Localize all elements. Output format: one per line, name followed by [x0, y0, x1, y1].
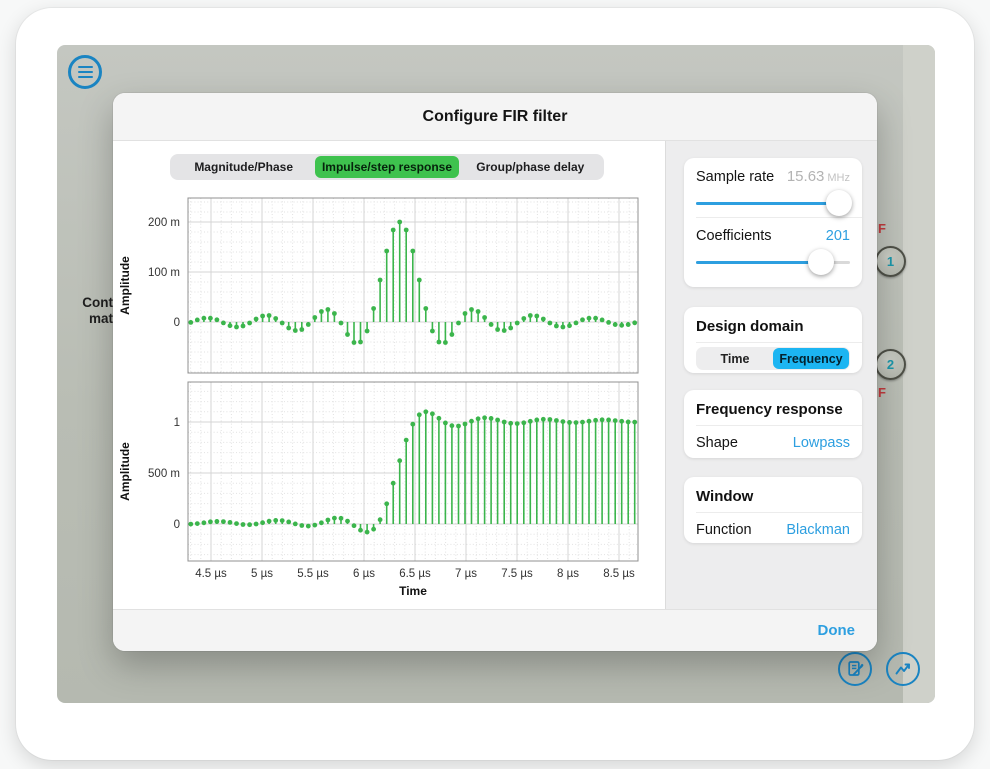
filter-settings-sidebar: Sample rate 15.63 MHz Coefficients	[665, 141, 877, 609]
tab-group-phase-delay[interactable]: Group/phase delay	[459, 156, 602, 178]
dialog-body: Magnitude/Phase Impulse/step response Gr…	[113, 141, 877, 609]
svg-text:Amplitude: Amplitude	[118, 442, 132, 501]
coefficients-slider[interactable]	[696, 248, 850, 276]
svg-text:6 µs: 6 µs	[353, 568, 375, 580]
dialog-footer: Done	[113, 609, 877, 651]
window-title: Window	[696, 488, 754, 505]
frequency-response-card: Frequency response Shape Lowpass	[684, 390, 862, 458]
device-edge-strip	[903, 45, 935, 703]
clipped-background-text: Cont mat	[57, 295, 113, 327]
frequency-response-title: Frequency response	[696, 401, 843, 418]
svg-text:5.5 µs: 5.5 µs	[297, 568, 329, 580]
connector-f-label-bottom: F	[878, 385, 886, 400]
svg-text:8 µs: 8 µs	[557, 568, 579, 580]
function-label: Function	[696, 522, 752, 538]
sample-rate-label: Sample rate	[696, 169, 775, 185]
coefficients-slider-thumb[interactable]	[807, 249, 834, 275]
svg-text:0: 0	[174, 519, 180, 531]
svg-text:Time: Time	[399, 584, 427, 598]
notes-edit-icon[interactable]	[838, 652, 872, 686]
svg-text:Amplitude: Amplitude	[118, 256, 132, 315]
svg-text:100 m: 100 m	[148, 267, 180, 279]
coefficients-row: Coefficients 201	[684, 218, 862, 246]
done-button[interactable]: Done	[817, 622, 856, 639]
app-background: Cont mat F 1 2 F Configu	[57, 45, 935, 703]
shape-value[interactable]: Lowpass	[792, 435, 850, 451]
design-domain-title: Design domain	[696, 318, 804, 335]
response-view-tabs: Magnitude/Phase Impulse/step response Gr…	[170, 154, 604, 180]
svg-text:4.5 µs: 4.5 µs	[195, 568, 227, 580]
connector-button-2: 2	[875, 349, 906, 380]
sample-rate-slider[interactable]	[696, 189, 853, 217]
shape-label: Shape	[696, 435, 738, 451]
sample-rate-row: Sample rate 15.63 MHz	[684, 158, 862, 187]
function-row: Function Blackman	[684, 513, 862, 549]
step-response-chart[interactable]: 0 500 m 1 4.5 µs 5 µs 5.5 µs 6 µs 6.5 µs 7 µs 7.5…	[113, 379, 665, 609]
design-domain-card: Design domain Time Frequency	[684, 307, 862, 373]
connector-button-1: 1	[875, 246, 906, 277]
sample-rate-unit: MHz	[827, 172, 850, 184]
svg-text:7.5 µs: 7.5 µs	[501, 568, 533, 580]
svg-text:200 m: 200 m	[148, 217, 180, 229]
svg-text:1: 1	[174, 417, 180, 429]
shape-row: Shape Lowpass	[684, 426, 862, 462]
sample-rate-coefficients-card: Sample rate 15.63 MHz Coefficients	[684, 158, 862, 287]
chart-pane: Magnitude/Phase Impulse/step response Gr…	[113, 141, 665, 609]
clipped-text-line1: Cont	[82, 295, 113, 310]
tab-magnitude-phase[interactable]: Magnitude/Phase	[172, 156, 315, 178]
design-domain-option-time[interactable]: Time	[720, 351, 750, 366]
window-card: Window Function Blackman	[684, 477, 862, 543]
design-domain-option-frequency[interactable]: Frequency	[773, 348, 849, 369]
svg-text:500 m: 500 m	[148, 468, 180, 480]
coefficients-value[interactable]: 201	[825, 228, 850, 244]
coefficients-label: Coefficients	[696, 228, 772, 244]
svg-text:0: 0	[174, 317, 180, 329]
signal-chart-icon[interactable]	[886, 652, 920, 686]
sample-rate-value[interactable]: 15.63	[786, 168, 825, 185]
function-value[interactable]: Blackman	[786, 522, 850, 538]
impulse-response-chart[interactable]: 0 100 m 200 m Amplitude	[113, 193, 665, 379]
configure-fir-filter-dialog: Configure FIR filter Magnitude/Phase Imp…	[113, 93, 877, 651]
connector-f-label-top: F	[878, 221, 886, 236]
svg-text:5 µs: 5 µs	[251, 568, 273, 580]
svg-text:7 µs: 7 µs	[455, 568, 477, 580]
svg-text:6.5 µs: 6.5 µs	[399, 568, 431, 580]
sample-rate-slider-thumb[interactable]	[826, 190, 853, 216]
hamburger-menu-icon[interactable]	[68, 55, 102, 89]
dialog-title: Configure FIR filter	[422, 107, 568, 125]
dialog-header: Configure FIR filter	[113, 93, 877, 141]
clipped-text-line2: mat	[88, 311, 113, 326]
tab-impulse-step-response[interactable]: Impulse/step response	[315, 156, 459, 178]
design-domain-segmented: Time Frequency	[696, 347, 850, 370]
svg-text:8.5 µs: 8.5 µs	[603, 568, 635, 580]
